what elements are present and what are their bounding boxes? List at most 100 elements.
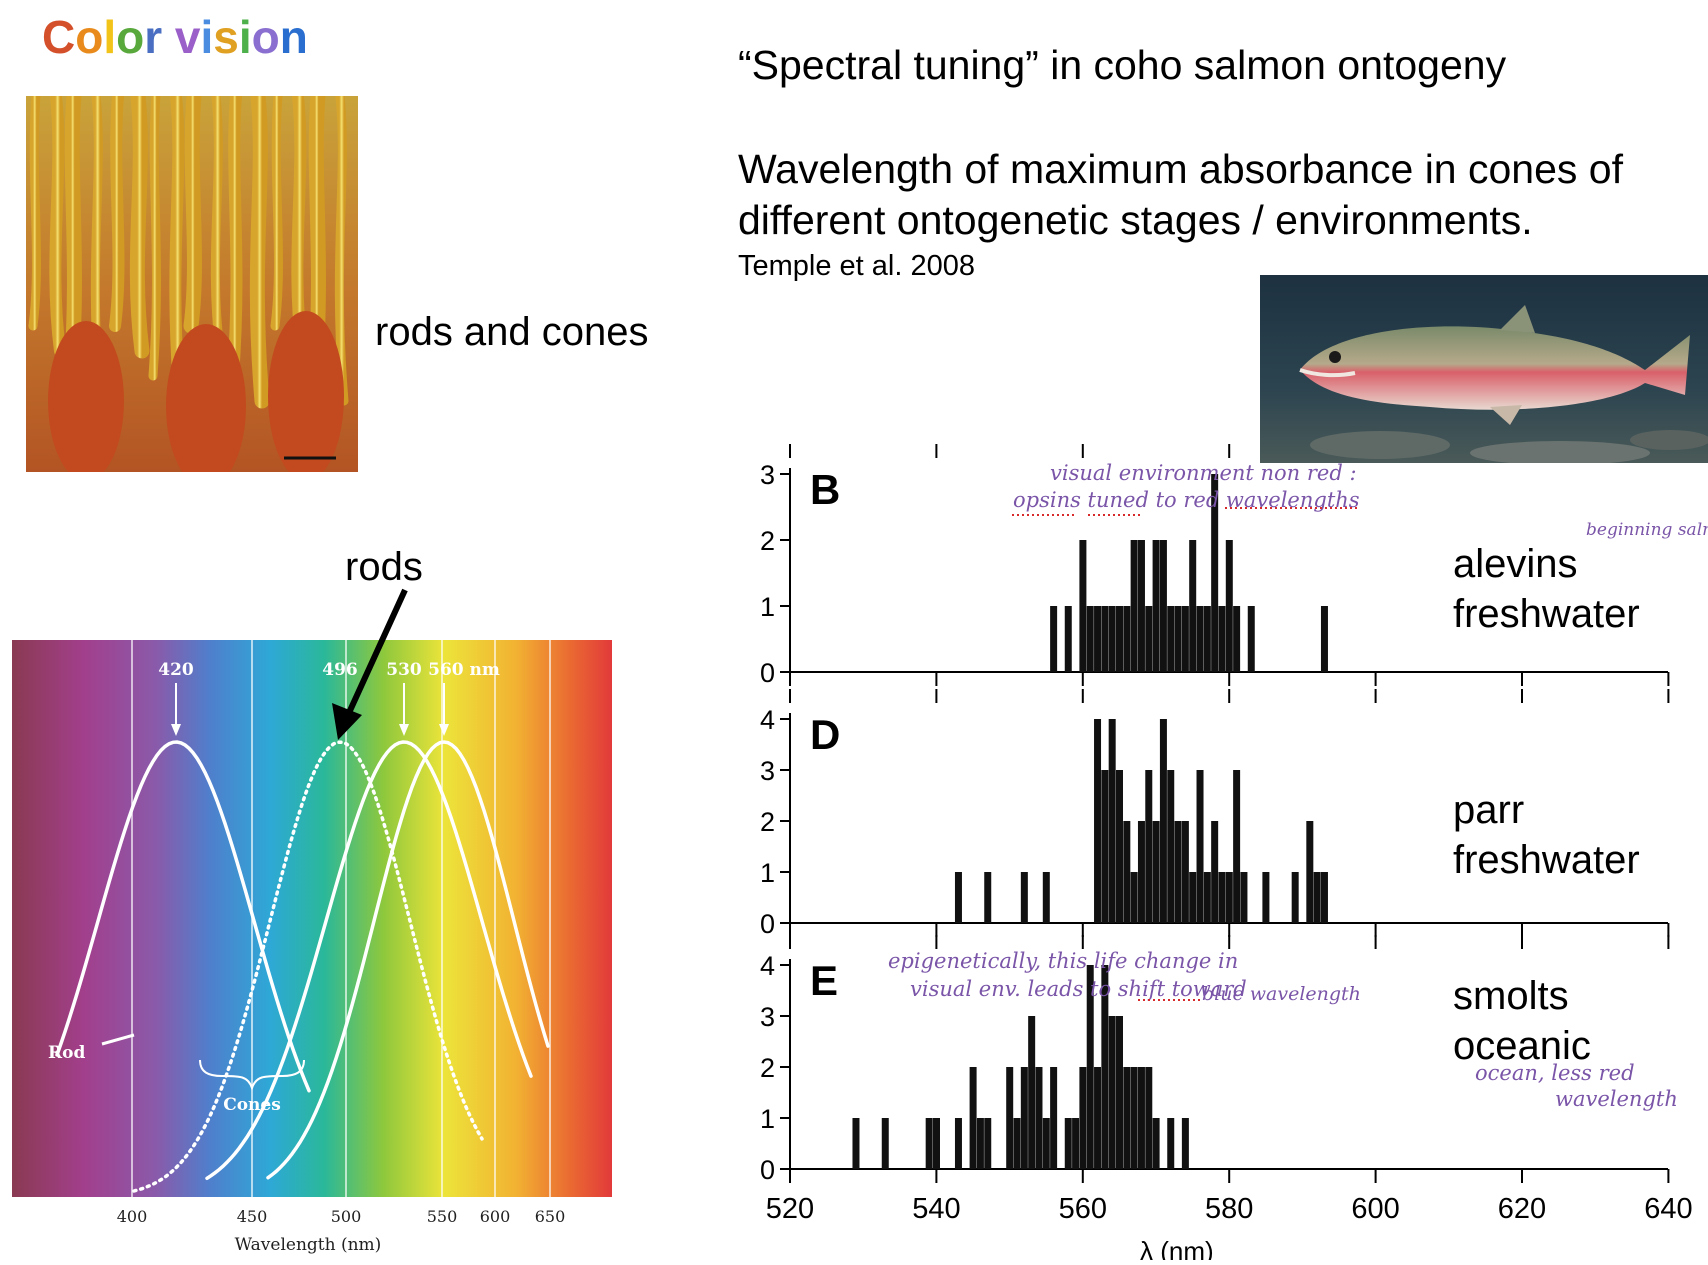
environment-label: freshwater <box>1453 592 1640 636</box>
photoreceptor-stalk <box>129 96 150 359</box>
title-letter: v <box>174 11 201 63</box>
peak-marker-arrow <box>171 724 181 736</box>
title-letter: o <box>116 11 145 63</box>
x-tick-label: 560 <box>1059 1193 1107 1225</box>
absorbance-curve-530 <box>205 740 533 1181</box>
x-tick-label: 650 <box>535 1207 566 1226</box>
histogram-bar <box>881 1118 889 1169</box>
histogram-bar <box>1094 606 1102 672</box>
y-tick-label: 0 <box>760 658 775 688</box>
annotation-b-line2: opsins tuned to red wavelengths <box>1013 488 1360 512</box>
histogram-bar <box>1291 872 1299 923</box>
title-letter: o <box>251 11 280 63</box>
stage-label: alevins <box>1453 542 1578 586</box>
histogram-bar <box>1035 1067 1043 1169</box>
histogram-bar <box>1079 1067 1087 1169</box>
histogram-bar <box>1196 770 1204 923</box>
y-tick-label: 3 <box>760 756 775 786</box>
histogram-bar <box>1042 872 1050 923</box>
page-title: Color vision <box>42 10 308 64</box>
histogram-bar <box>1320 872 1328 923</box>
histogram-bar <box>1108 719 1116 923</box>
y-tick-label: 0 <box>760 1155 775 1185</box>
rods-label: rods <box>345 545 423 589</box>
histogram-bar <box>1240 872 1248 923</box>
histogram-bar <box>1108 606 1116 672</box>
photoreceptor-stalk <box>227 96 243 382</box>
histogram-bar <box>1181 606 1189 672</box>
histogram-bar <box>1145 1067 1153 1169</box>
x-tick-label: 600 <box>480 1207 511 1226</box>
histogram-bar <box>1094 1067 1102 1169</box>
photoreceptor-stalk <box>169 96 186 407</box>
histogram-bar <box>954 872 962 923</box>
slide-subtitle-line2: different ontogenetic stages / environme… <box>738 197 1533 243</box>
peak-label-496: 496 <box>322 660 358 680</box>
histogram-bar <box>1225 872 1233 923</box>
histogram-bar <box>1145 770 1153 923</box>
title-letter: r <box>144 11 163 63</box>
x-tick-label: 500 <box>331 1207 362 1226</box>
title-letter: C <box>42 11 76 63</box>
photoreceptor-stalk <box>334 96 349 406</box>
y-tick-label: 1 <box>760 1104 775 1134</box>
x-tick-label: 520 <box>766 1193 814 1225</box>
histogram-bar <box>1028 1016 1036 1169</box>
histogram-bar <box>1189 540 1197 672</box>
histogram-bar <box>1203 606 1211 672</box>
y-tick-label: 3 <box>760 1002 775 1032</box>
x-tick-label: 540 <box>912 1193 960 1225</box>
histogram-bar <box>984 1118 992 1169</box>
photoreceptor-stalk <box>49 96 66 357</box>
y-tick-label: 4 <box>760 705 775 735</box>
histogram-bar <box>1159 540 1167 672</box>
histogram-bar <box>1137 540 1145 672</box>
photoreceptor-stalk <box>148 96 161 381</box>
y-tick-label: 2 <box>760 526 775 556</box>
environment-label: freshwater <box>1453 838 1640 882</box>
histogram-bar <box>1130 540 1138 672</box>
absorbance-curve-560 <box>266 740 550 1180</box>
y-tick-label: 3 <box>760 460 775 490</box>
histogram-bar <box>954 1118 962 1169</box>
histogram-bar <box>1101 965 1109 1169</box>
histogram-bar <box>1108 1016 1116 1169</box>
histogram-bar <box>1123 1067 1131 1169</box>
x-tick-label: 580 <box>1205 1193 1253 1225</box>
x-tick-label: 600 <box>1351 1193 1399 1225</box>
rod-label: Rod <box>48 1043 85 1063</box>
rods-cones-photo <box>26 96 358 472</box>
x-tick-label: 400 <box>117 1207 148 1226</box>
peak-label-530: 530 <box>386 660 422 680</box>
photo-label: rods and cones <box>375 310 649 354</box>
histogram-bar <box>1167 770 1175 923</box>
environment-label: oceanic <box>1453 1024 1591 1068</box>
histogram-bar <box>1130 1067 1138 1169</box>
histogram-bar <box>1086 606 1094 672</box>
panel-letter: E <box>810 957 838 1004</box>
histogram-bar <box>1050 1067 1058 1169</box>
title-letter: l <box>103 11 117 63</box>
histogram-bar <box>1145 606 1153 672</box>
title-letter: i <box>200 11 214 63</box>
x-axis-label: Wavelength (nm) <box>235 1235 382 1255</box>
histogram-bar <box>1159 719 1167 923</box>
histogram-bar <box>1116 770 1123 923</box>
photoreceptor-stalk <box>109 96 125 332</box>
histogram-bar <box>1313 872 1321 923</box>
annotation-e-side1: ocean, less red <box>1475 1061 1635 1085</box>
absorbance-spectrum-chart: 400 450 500 550 600 650 Wavelength (nm) 420 496 5… <box>12 640 612 1260</box>
annotation-e-line1: epigenetically, this life change in <box>888 949 1238 973</box>
histogram-bar <box>1072 1118 1080 1169</box>
histogram-bar <box>1203 872 1211 923</box>
histogram-bar <box>1225 540 1233 672</box>
histogram-bar <box>1306 821 1314 923</box>
peak-marker-arrow <box>439 724 449 736</box>
histogram-bar <box>1218 872 1226 923</box>
rods-arrow <box>332 588 408 740</box>
photoreceptor-stalk <box>210 96 225 356</box>
histogram-bar <box>1247 606 1255 672</box>
